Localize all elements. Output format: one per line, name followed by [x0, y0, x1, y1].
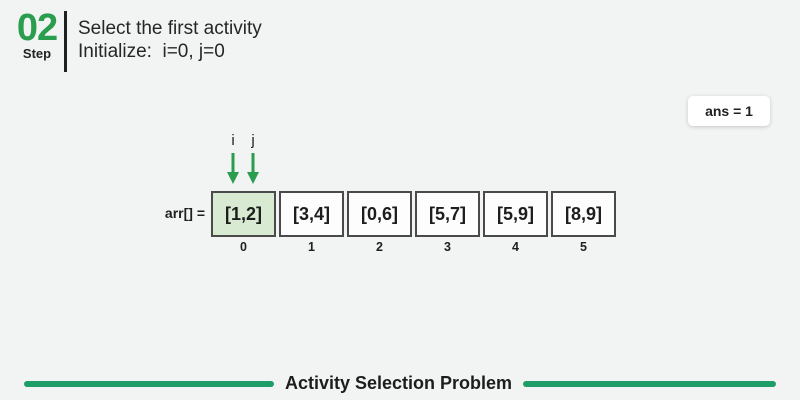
down-arrow-icon [227, 153, 239, 184]
array-index: 5 [580, 240, 587, 254]
description-line-2: Initialize: i=0, j=0 [78, 41, 225, 62]
footer: Activity Selection Problem [0, 373, 800, 394]
array-index: 0 [240, 240, 247, 254]
array-indices: 0 1 2 3 4 5 [211, 240, 616, 254]
step-block: 02 Step [12, 8, 62, 61]
pointer-label: j [251, 132, 255, 149]
step-number: 02 [16, 7, 58, 49]
array-cell: [5,9] [483, 191, 548, 237]
footer-title: Activity Selection Problem [284, 373, 513, 393]
footer-line-right [523, 380, 777, 387]
description-line-1: Select the first activity [78, 18, 262, 39]
pointer-label: i [231, 132, 235, 149]
array-index: 3 [444, 240, 451, 254]
header-divider [64, 11, 67, 72]
array-cell: [5,7] [415, 191, 480, 237]
array-index: 4 [512, 240, 519, 254]
down-arrow-icon [247, 153, 259, 184]
array-index: 1 [308, 240, 315, 254]
footer-line-left [23, 380, 274, 387]
array-cell: [8,9] [551, 191, 616, 237]
pointer-i: i [223, 133, 243, 186]
array-cell: [1,2] [211, 191, 276, 237]
array-cell: [3,4] [279, 191, 344, 237]
pointer-j: j [243, 133, 263, 186]
step-label: Step [22, 46, 52, 61]
step-description: Select the first activity Initialize: i=… [78, 17, 262, 63]
array-cells: [1,2] [3,4] [0,6] [5,7] [5,9] [8,9] [211, 191, 616, 237]
array-cell: [0,6] [347, 191, 412, 237]
array-label: arr[] = [164, 205, 205, 221]
answer-badge: ans = 1 [688, 96, 770, 126]
array-index: 2 [376, 240, 383, 254]
